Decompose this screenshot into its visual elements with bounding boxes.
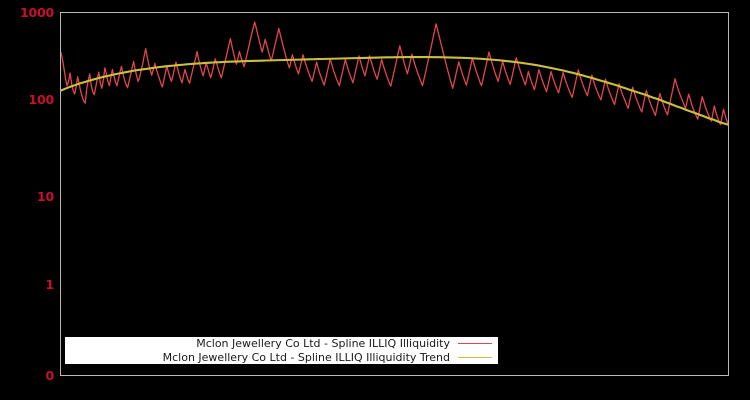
legend-swatch-illiquidity — [458, 343, 492, 345]
plot-svg — [61, 21, 728, 126]
legend-swatch-illiquidity-trend — [458, 356, 492, 358]
y-axis-tick-100: 100 — [28, 92, 55, 107]
plot-area — [60, 12, 729, 376]
legend-label-illiquidity-trend: Mclon Jewellery Co Ltd - Spline ILLIQ Il… — [162, 350, 450, 364]
y-axis-tick-0: 0 — [45, 368, 55, 383]
legend: Mclon Jewellery Co Ltd - Spline ILLIQ Il… — [65, 337, 498, 364]
legend-item-illiquidity: Mclon Jewellery Co Ltd - Spline ILLIQ Il… — [65, 337, 498, 351]
legend-label-illiquidity: Mclon Jewellery Co Ltd - Spline ILLIQ Il… — [196, 337, 450, 351]
y-axis-tick-labels: 1000 100 10 1 0 — [0, 0, 54, 400]
y-axis-tick-1: 1 — [45, 277, 55, 292]
y-axis-tick-1000: 1000 — [20, 5, 54, 20]
series-line-illiquidity — [61, 21, 728, 126]
y-axis-tick-10: 10 — [37, 189, 54, 204]
series-line-illiquidity-trend — [61, 55, 728, 126]
legend-item-illiquidity-trend: Mclon Jewellery Co Ltd - Spline ILLIQ Il… — [65, 351, 498, 365]
